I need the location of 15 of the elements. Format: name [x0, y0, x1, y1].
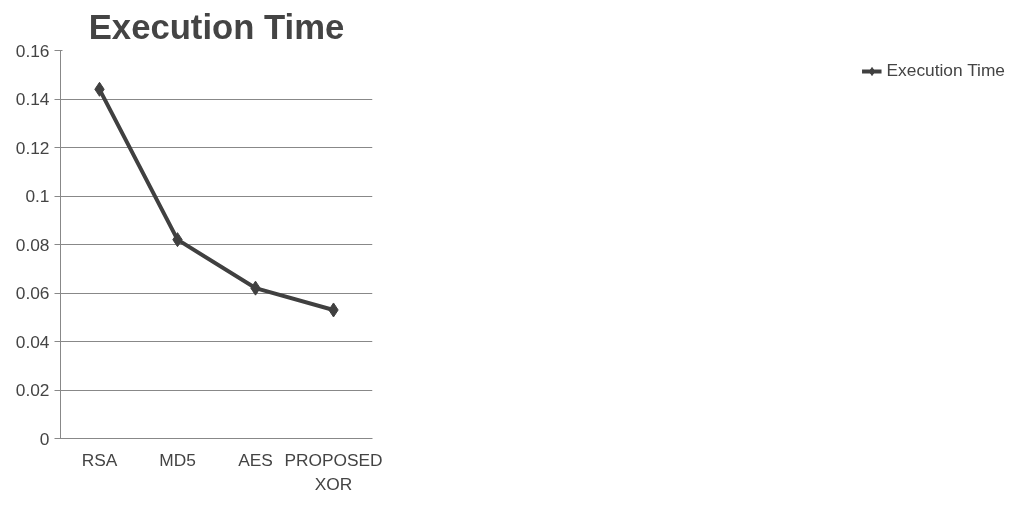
- legend-label: Execution Time: [886, 60, 1005, 81]
- y-tick-label: 0.14: [15, 89, 50, 109]
- y-tick-label: 0: [39, 428, 50, 449]
- x-tick-label: RSA: [81, 449, 118, 470]
- y-tick-label: 0.02: [15, 380, 50, 400]
- y-tick-label: 0.1: [25, 186, 50, 206]
- y-tick-label: 0.04: [15, 331, 50, 352]
- y-tick-label: 0.06: [15, 283, 50, 303]
- y-tick-label: 0.12: [15, 137, 50, 158]
- x-tick-label: AES: [238, 449, 273, 470]
- chart-title: Execution Time: [88, 7, 345, 46]
- x-tick-label: MD5: [159, 449, 196, 470]
- y-tick-label: 0.16: [15, 40, 50, 61]
- y-tick-label: 0.08: [15, 234, 50, 255]
- x-tick-label: PROPOSED XOR: [284, 449, 383, 494]
